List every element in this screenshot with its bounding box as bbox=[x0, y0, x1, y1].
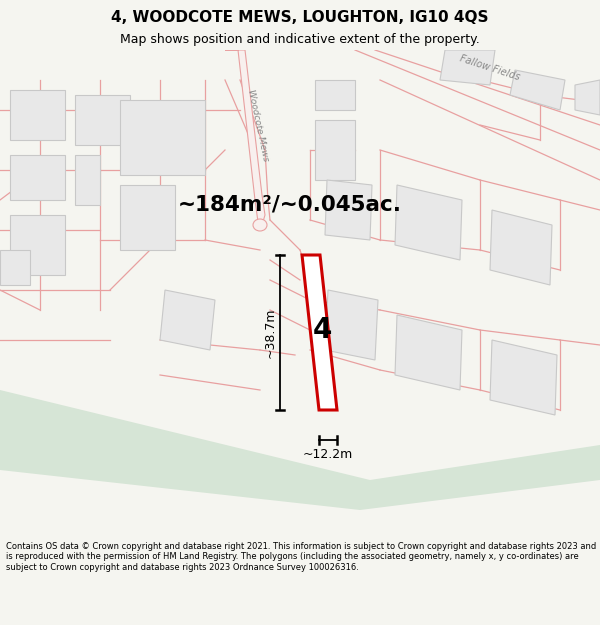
Polygon shape bbox=[315, 120, 355, 180]
Polygon shape bbox=[10, 215, 65, 275]
Polygon shape bbox=[75, 155, 100, 205]
Polygon shape bbox=[75, 95, 130, 145]
Text: ~12.2m: ~12.2m bbox=[303, 449, 353, 461]
Text: ~184m²/~0.045ac.: ~184m²/~0.045ac. bbox=[178, 195, 402, 215]
Polygon shape bbox=[0, 390, 600, 510]
Text: 4, WOODCOTE MEWS, LOUGHTON, IG10 4QS: 4, WOODCOTE MEWS, LOUGHTON, IG10 4QS bbox=[111, 10, 489, 25]
Text: Map shows position and indicative extent of the property.: Map shows position and indicative extent… bbox=[120, 32, 480, 46]
Polygon shape bbox=[395, 315, 462, 390]
Polygon shape bbox=[225, 50, 265, 225]
Polygon shape bbox=[510, 70, 565, 110]
Text: Fallow Fields: Fallow Fields bbox=[458, 54, 521, 82]
Ellipse shape bbox=[253, 219, 267, 231]
Polygon shape bbox=[325, 290, 378, 360]
Text: Contains OS data © Crown copyright and database right 2021. This information is : Contains OS data © Crown copyright and d… bbox=[6, 542, 596, 572]
Polygon shape bbox=[10, 90, 65, 140]
Polygon shape bbox=[395, 185, 462, 260]
Polygon shape bbox=[120, 100, 205, 175]
Polygon shape bbox=[325, 180, 372, 240]
Polygon shape bbox=[160, 290, 215, 350]
Polygon shape bbox=[315, 80, 355, 110]
Text: 4: 4 bbox=[313, 316, 332, 344]
Polygon shape bbox=[0, 250, 30, 285]
Polygon shape bbox=[575, 80, 600, 115]
Polygon shape bbox=[10, 155, 65, 200]
Polygon shape bbox=[490, 210, 552, 285]
Text: ~38.7m: ~38.7m bbox=[263, 308, 277, 358]
Polygon shape bbox=[490, 340, 557, 415]
Polygon shape bbox=[120, 185, 175, 250]
Polygon shape bbox=[302, 255, 337, 410]
Polygon shape bbox=[440, 50, 495, 85]
Text: Woodcote Mews: Woodcote Mews bbox=[246, 88, 270, 162]
